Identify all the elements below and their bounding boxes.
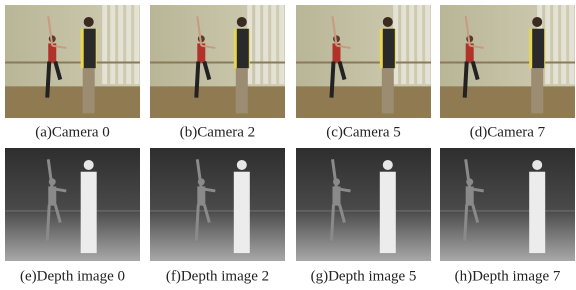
depth-bg <box>5 148 140 261</box>
caption: (h)Depth image 7 <box>455 268 561 284</box>
camera-image: (d)Camera 7 <box>440 5 575 140</box>
man-head <box>237 17 247 27</box>
man-body <box>380 172 396 253</box>
scene <box>296 148 431 261</box>
window <box>263 5 268 84</box>
scene <box>5 148 140 261</box>
depth-image: (f)Depth image 2 <box>150 148 285 284</box>
caption: (f)Depth image 2 <box>166 268 269 284</box>
man-vest <box>237 29 249 69</box>
window <box>255 5 260 84</box>
barre <box>440 62 575 64</box>
window <box>417 5 422 84</box>
caption: (b)Camera 2 <box>180 124 255 140</box>
man-legs <box>382 68 394 113</box>
man-head <box>383 160 393 170</box>
depth-barre <box>296 210 431 212</box>
barre <box>5 62 140 64</box>
man-legs <box>531 68 543 113</box>
window <box>279 5 284 84</box>
man-head <box>237 160 247 170</box>
depth-bg <box>440 148 575 261</box>
window <box>126 5 131 84</box>
window <box>561 5 566 84</box>
man-legs <box>83 68 95 113</box>
floor <box>296 86 431 118</box>
window <box>134 5 139 84</box>
window <box>545 5 550 84</box>
window <box>110 5 115 84</box>
scene <box>296 5 431 118</box>
caption: (g)Depth image 5 <box>311 268 417 284</box>
depth-image: (g)Depth image 5 <box>296 148 431 284</box>
depth-image: (h)Depth image 7 <box>440 148 575 284</box>
man-vest <box>532 29 544 69</box>
depth-bg <box>150 148 285 261</box>
man-head <box>84 17 94 27</box>
figure: (a)Camera 0 (b)Camera 2 (c)Camera 5 (d)Came… <box>0 0 576 290</box>
window <box>401 5 406 84</box>
scene <box>440 5 575 118</box>
barre <box>296 62 431 64</box>
depth-bg <box>296 148 431 261</box>
scene <box>440 148 575 261</box>
caption: (e)Depth image 0 <box>20 268 125 284</box>
man-head <box>532 17 542 27</box>
caption: (c)Camera 5 <box>326 124 401 140</box>
window <box>118 5 123 84</box>
floor <box>440 86 575 118</box>
window <box>102 5 107 84</box>
depth-image: (e)Depth image 0 <box>5 148 140 284</box>
camera-image: (a)Camera 0 <box>5 5 140 140</box>
man-vest <box>383 29 395 69</box>
caption: (a)Camera 0 <box>35 124 110 140</box>
man-body <box>529 172 545 253</box>
man-vest <box>84 29 96 69</box>
man-body <box>81 172 97 253</box>
depth-barre <box>150 210 285 212</box>
camera-image: (c)Camera 5 <box>296 5 431 140</box>
barre <box>150 62 285 64</box>
caption: (d)Camera 7 <box>470 124 546 140</box>
window <box>409 5 414 84</box>
depth-barre <box>5 210 140 212</box>
scene <box>150 5 285 118</box>
scene <box>150 148 285 261</box>
man-head <box>383 17 393 27</box>
window <box>569 5 574 84</box>
man-legs <box>236 68 248 113</box>
man-head <box>532 160 542 170</box>
window <box>425 5 430 84</box>
floor <box>5 86 140 118</box>
floor <box>150 86 285 118</box>
depth-barre <box>440 210 575 212</box>
window <box>553 5 558 84</box>
man-body <box>234 172 250 253</box>
window <box>271 5 276 84</box>
man-head <box>84 160 94 170</box>
camera-image: (b)Camera 2 <box>150 5 285 140</box>
scene <box>5 5 140 118</box>
